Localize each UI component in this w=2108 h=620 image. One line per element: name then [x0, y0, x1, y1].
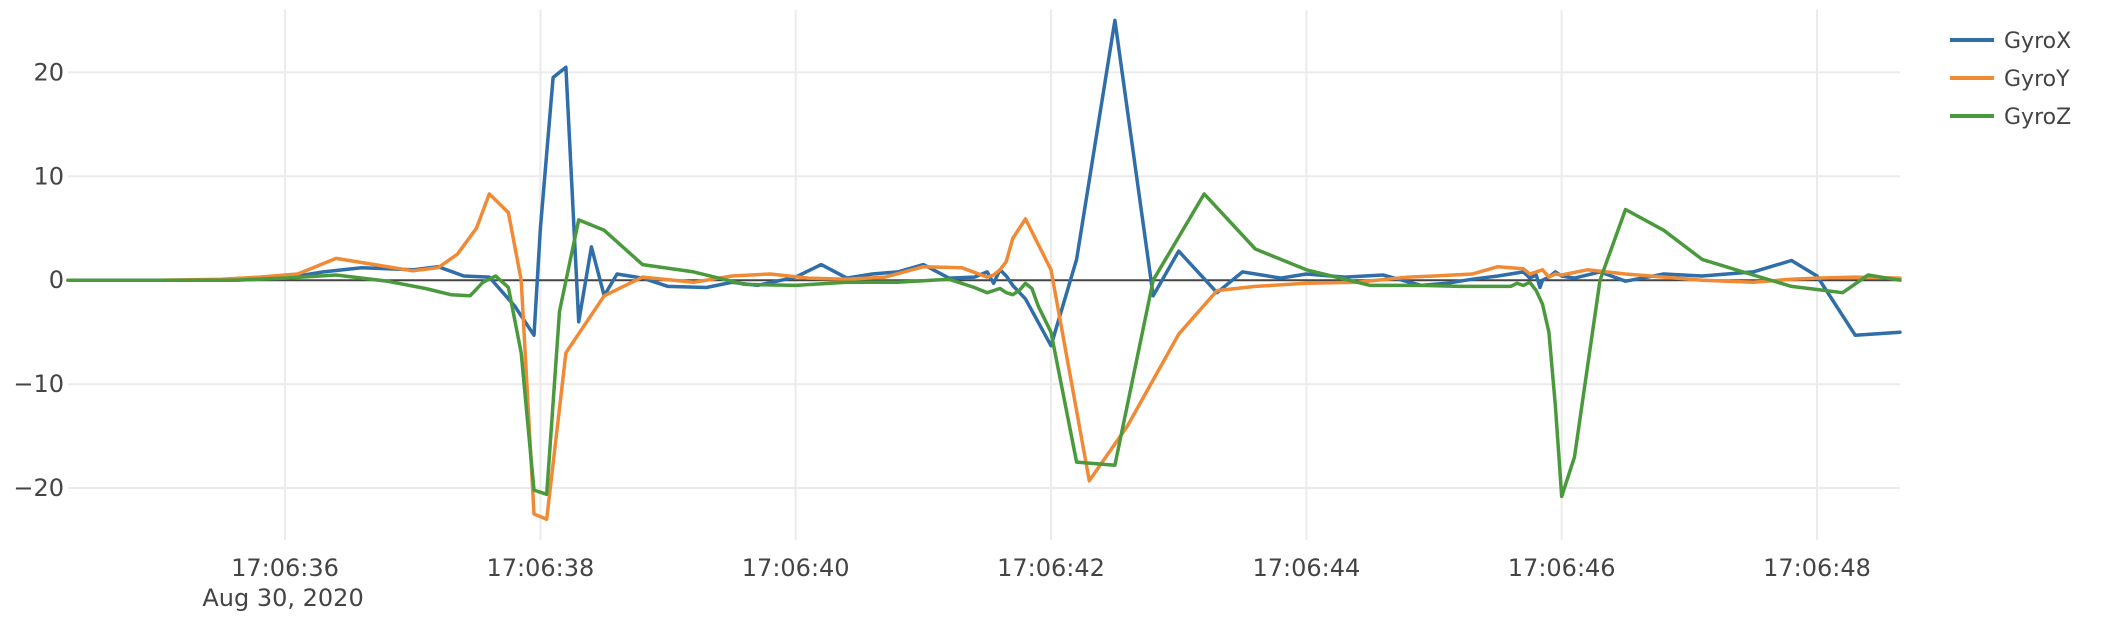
legend-label: GyroY	[2004, 67, 2070, 92]
y-tick-label: 0	[49, 266, 64, 294]
x-tick-label: 17:06:48	[1763, 554, 1871, 582]
x-tick-label: 17:06:46	[1508, 554, 1616, 582]
legend-label: GyroX	[2004, 29, 2071, 54]
legend-item-gyroz[interactable]: GyroZ	[1950, 105, 2071, 130]
x-tick-label: 17:06:40	[742, 554, 850, 582]
y-tick-label: 10	[33, 162, 64, 190]
series-layer	[66, 18, 1902, 521]
x-tick-label: 17:06:44	[1252, 554, 1360, 582]
x-tick-label: 17:06:36	[231, 554, 339, 582]
x-tick-label: 17:06:38	[486, 554, 594, 582]
x-axis: 17:06:36 17:06:38 17:06:40 17:06:42 17:06:44…	[231, 554, 1871, 582]
x-tick-label: 17:06:42	[997, 554, 1105, 582]
legend: GyroX GyroY GyroZ	[1950, 29, 2071, 130]
legend-item-gyrox[interactable]: GyroX	[1950, 29, 2071, 54]
y-tick-label: −10	[13, 370, 64, 398]
y-axis: 20 10 0 −10 −20	[13, 58, 64, 502]
series-line-gyroz	[66, 192, 1902, 499]
x-date-label: Aug 30, 2020	[202, 584, 363, 612]
series-line-gyroy	[66, 192, 1902, 521]
y-tick-label: 20	[33, 58, 64, 86]
y-tick-label: −20	[13, 474, 64, 502]
legend-item-gyroy[interactable]: GyroY	[1950, 67, 2070, 92]
legend-label: GyroZ	[2004, 105, 2071, 130]
